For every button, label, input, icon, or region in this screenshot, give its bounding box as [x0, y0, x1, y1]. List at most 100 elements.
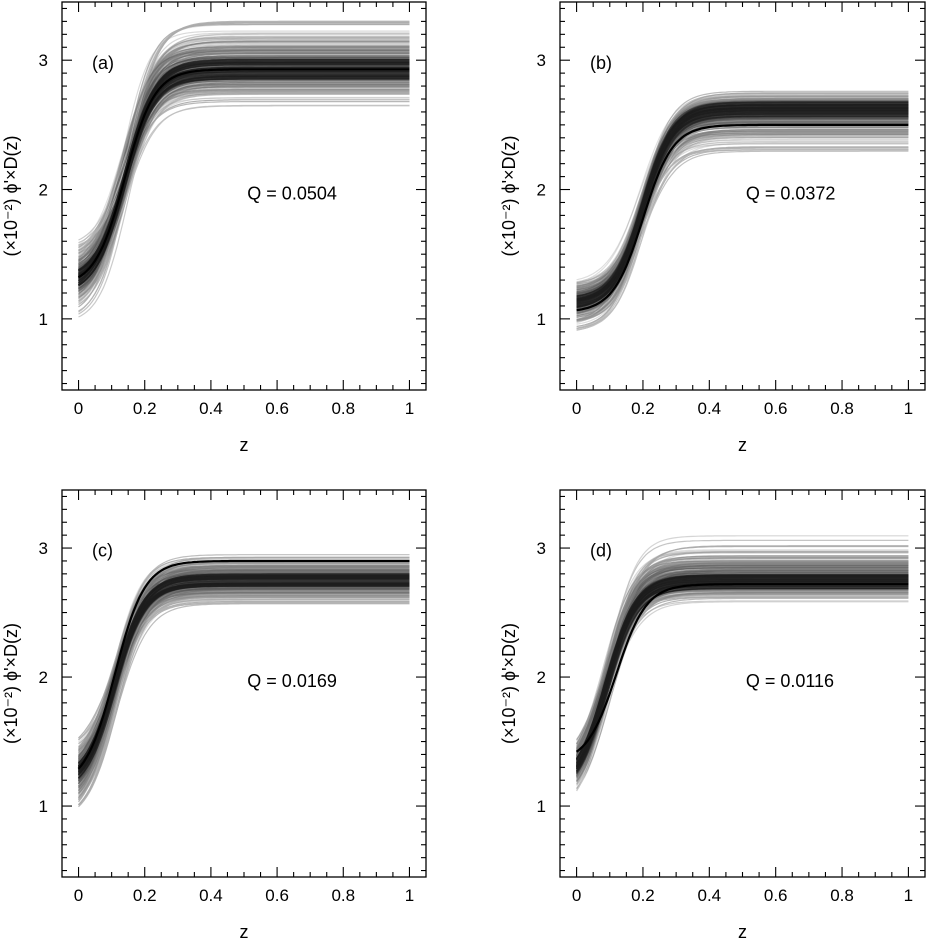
- y-axis-label: (×10⁻²) ϕ'×D(z): [1, 135, 21, 256]
- ensemble-curve: [576, 564, 909, 779]
- ensemble-curve: [576, 557, 909, 750]
- y-tick-label: 3: [537, 539, 546, 558]
- x-tick-label: 1: [405, 399, 414, 418]
- ensemble-curve: [78, 582, 410, 781]
- x-tick-label: 0.4: [199, 399, 223, 418]
- ensemble-curve: [576, 570, 909, 763]
- ensemble-core-curve: [77, 573, 410, 769]
- ensemble-curve: [78, 47, 410, 292]
- ensemble-curve: [78, 598, 410, 808]
- ensemble-curve: [576, 98, 909, 285]
- best-fit-curve: [77, 559, 410, 770]
- ensemble-curve: [576, 122, 909, 287]
- ensemble-curve: [576, 132, 909, 320]
- ensemble-curve: [78, 596, 410, 768]
- ensemble-curve: [78, 30, 410, 278]
- ensemble-curve: [576, 566, 909, 766]
- x-tick-label: 0.6: [265, 399, 289, 418]
- ensemble-curve: [78, 32, 410, 283]
- ensemble-core-curve: [77, 577, 410, 777]
- ensemble-curve: [576, 129, 909, 328]
- ensemble-curve: [78, 85, 410, 298]
- y-tick-label: 2: [39, 668, 48, 687]
- ensemble-curves: [77, 20, 410, 318]
- ensemble-curve: [576, 113, 909, 325]
- ensemble-curve: [78, 24, 410, 288]
- ensemble-curve: [78, 69, 410, 294]
- ensemble-curve: [576, 552, 909, 765]
- best-fit-curve: [77, 68, 410, 279]
- ensemble-curve: [78, 33, 410, 281]
- ensemble-curve: [78, 56, 410, 262]
- ensemble-curve: [576, 569, 909, 751]
- ensemble-curve: [576, 555, 909, 781]
- y-axis-label: (×10⁻²) ϕ'×D(z): [1, 623, 21, 744]
- x-tick-label: 0: [74, 886, 83, 905]
- ensemble-curve: [576, 567, 909, 757]
- ensemble-curve: [576, 555, 909, 771]
- ensemble-core-curve: [77, 584, 410, 776]
- ensemble-curve: [576, 551, 909, 759]
- ensemble-curve: [78, 86, 410, 294]
- best-fit-curve: [575, 583, 909, 753]
- ensemble-curve: [576, 591, 909, 790]
- ensemble-curve: [576, 539, 909, 773]
- ensemble-curve: [576, 97, 909, 283]
- x-tick-label: 1: [904, 399, 913, 418]
- x-axis-label: z: [240, 435, 249, 455]
- panel-1: 0 0.2 0.4 0.6 0.8 1 1 2 3 z (×10⁻²) ϕ'×D(z) (a) Q = …: [1, 1, 427, 455]
- x-tick-label: 0.2: [133, 399, 157, 418]
- y-tick-label: 1: [39, 797, 48, 816]
- x-axis-label: z: [738, 922, 747, 939]
- ensemble-core-curve: [576, 107, 909, 308]
- ensemble-core-curve: [576, 110, 909, 301]
- ensemble-curve: [576, 560, 909, 775]
- panel-3: 0 0.2 0.4 0.6 0.8 1 1 2 3 z (×10⁻²) ϕ'×D(z) (c) Q = …: [1, 489, 427, 942]
- y-tick-label: 2: [537, 668, 546, 687]
- ensemble-curve: [576, 561, 909, 741]
- ensemble-curve: [78, 78, 410, 297]
- ensemble-curve: [78, 589, 410, 785]
- y-tick-label: 2: [537, 181, 546, 200]
- ensemble-curve: [78, 80, 410, 281]
- plot-frame: [559, 1, 926, 391]
- ensemble-core-curve: [78, 585, 410, 769]
- ensemble-curve: [78, 35, 410, 263]
- ensemble-curve: [576, 567, 909, 764]
- ensemble-curve: [78, 579, 410, 801]
- ensemble-curve: [576, 557, 909, 745]
- ensemble-curve: [576, 545, 909, 775]
- y-tick-label: 1: [537, 310, 546, 329]
- ensemble-curve: [576, 565, 909, 782]
- ensemble-curve: [576, 566, 909, 745]
- ensemble-curve: [78, 574, 410, 778]
- ensemble-curve: [576, 97, 909, 291]
- ensemble-curve: [78, 38, 410, 249]
- x-tick-label: 0: [572, 886, 581, 905]
- x-tick-label: 0.4: [697, 399, 721, 418]
- x-tick-label: 1: [904, 886, 913, 905]
- x-tick-label: 0.8: [830, 886, 854, 905]
- ensemble-curve: [576, 592, 909, 760]
- ensemble-curve: [78, 577, 410, 782]
- ensemble-curve: [78, 591, 410, 788]
- ensemble-core-curve: [77, 583, 410, 775]
- y-axis-label: (×10⁻²) ϕ'×D(z): [499, 135, 519, 256]
- ensemble-curve: [576, 564, 909, 765]
- ensemble-core-curve: [77, 580, 410, 772]
- x-axis-label: z: [240, 922, 249, 939]
- ensemble-curve: [78, 571, 410, 791]
- panel-label: (b): [590, 53, 612, 73]
- x-tick-label: 0: [74, 399, 83, 418]
- ensemble-curve: [576, 551, 909, 753]
- ensemble-curve: [576, 569, 909, 767]
- panel-label: (c): [92, 541, 113, 561]
- ensemble-curve: [78, 52, 410, 255]
- ensemble-curve: [78, 46, 410, 275]
- ensemble-core-curve: [78, 71, 410, 286]
- ensemble-core-curve: [77, 582, 410, 773]
- ensemble-curve: [78, 563, 410, 759]
- ensemble-core-curve: [77, 583, 410, 775]
- x-axis-label: z: [738, 435, 747, 455]
- ensemble-curve: [576, 560, 909, 751]
